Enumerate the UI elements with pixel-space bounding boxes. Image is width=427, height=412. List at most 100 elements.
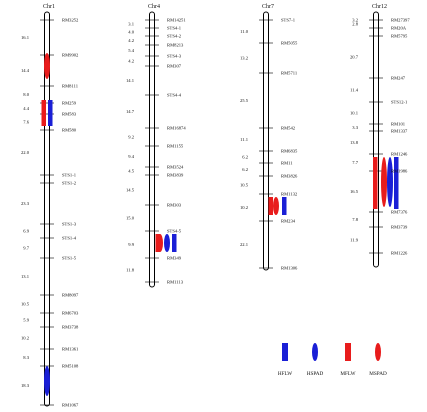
marker-label: RM1155 bbox=[167, 144, 184, 149]
qtl-bar-hflw bbox=[282, 197, 287, 215]
marker-label: RM6835 bbox=[281, 149, 298, 154]
qtl-bar-mflw bbox=[41, 100, 46, 126]
qtl-ellipse-mspad bbox=[44, 53, 50, 79]
legend bbox=[282, 343, 381, 361]
interval-distance: 23.3 bbox=[21, 201, 30, 206]
marker-label: RM303 bbox=[167, 203, 182, 208]
qtl-ellipse-mspad bbox=[273, 197, 279, 215]
marker-label: STS1-1 bbox=[62, 173, 77, 178]
marker-label: RM14251 bbox=[167, 18, 186, 23]
marker-label: RM3839 bbox=[167, 173, 184, 178]
marker-label: RM3738 bbox=[62, 325, 79, 330]
chromosome-chr7 bbox=[259, 11, 287, 271]
marker-label: STS4-1 bbox=[167, 26, 182, 31]
interval-distance: 11.9 bbox=[350, 238, 359, 243]
interval-distance: 14.5 bbox=[126, 188, 135, 193]
marker-label: RM247 bbox=[391, 76, 406, 81]
marker-label: RM1246 bbox=[391, 152, 408, 157]
chromosome-chr12 bbox=[369, 11, 399, 268]
interval-distance: 4.2 bbox=[128, 59, 134, 64]
chromosome-title: Chr4 bbox=[148, 4, 160, 10]
marker-label: RM5711 bbox=[281, 71, 298, 76]
marker-label: RM8111 bbox=[62, 84, 79, 89]
interval-distance: 13.2 bbox=[240, 56, 249, 61]
interval-distance: 10.2 bbox=[240, 205, 249, 210]
interval-distance: 8.3 bbox=[23, 355, 29, 360]
interval-distance: 4.2 bbox=[128, 38, 134, 43]
interval-distance: 4.5 bbox=[128, 169, 134, 174]
qtl-ellipse-mspad bbox=[381, 157, 387, 207]
interval-distance: 14.4 bbox=[21, 68, 30, 73]
marker-label: RM349 bbox=[167, 256, 182, 261]
marker-label: RM5795 bbox=[391, 34, 408, 39]
interval-distance: 7.8 bbox=[352, 217, 358, 222]
qtl-ellipse-hspad bbox=[164, 234, 170, 252]
chromosome-chr4 bbox=[145, 11, 177, 288]
interval-distance: 11.1 bbox=[240, 137, 249, 142]
interval-distance: 14.1 bbox=[126, 78, 135, 83]
marker-label: RM307 bbox=[167, 64, 182, 69]
marker-label: RM8213 bbox=[167, 43, 184, 48]
interval-distance: 7.6 bbox=[23, 120, 29, 125]
interval-distance: 10.5 bbox=[240, 183, 249, 188]
interval-distance: 22.0 bbox=[21, 150, 30, 155]
legend-swatch-hspad bbox=[312, 343, 318, 361]
interval-distance: 9.2 bbox=[128, 135, 134, 140]
interval-distance: 5.9 bbox=[23, 318, 29, 323]
legend-label-hflw: HFLW bbox=[278, 371, 292, 377]
marker-label: RM580 bbox=[62, 128, 77, 133]
interval-distance: 6.2 bbox=[242, 167, 248, 172]
interval-distance: 14.7 bbox=[126, 109, 135, 114]
interval-distance: 11.8 bbox=[126, 268, 135, 273]
marker-label: RM101 bbox=[391, 122, 406, 127]
marker-label: STS7-1 bbox=[281, 18, 296, 23]
marker-label: RM1306 bbox=[281, 266, 298, 271]
interval-distance: 11.4 bbox=[350, 88, 359, 93]
interval-distance: 10.1 bbox=[350, 111, 359, 116]
chromosome-bar bbox=[373, 11, 379, 268]
interval-distance: 5.4 bbox=[128, 48, 134, 53]
marker-label: RM20A bbox=[391, 26, 407, 31]
marker-label: RM259 bbox=[62, 101, 77, 106]
legend-label-mflw: MFLW bbox=[340, 371, 355, 377]
interval-distance: 8.0 bbox=[23, 92, 29, 97]
interval-distance: 9.4 bbox=[128, 154, 134, 159]
marker-label: STS1-3 bbox=[62, 222, 77, 227]
interval-distance: 18.3 bbox=[21, 383, 30, 388]
interval-distance: 3.3 bbox=[352, 125, 358, 130]
marker-label: RM542 bbox=[281, 126, 296, 131]
marker-label: RM3739 bbox=[391, 225, 408, 230]
legend-swatch-mspad bbox=[375, 343, 381, 361]
qtl-bar-mflw bbox=[373, 157, 378, 209]
interval-distance: 22.1 bbox=[240, 242, 249, 247]
marker-label: RM1986 bbox=[391, 169, 408, 174]
chromosome-bar bbox=[263, 11, 269, 271]
interval-distance: 13.8 bbox=[350, 140, 359, 145]
marker-label: RM6703 bbox=[62, 311, 79, 316]
legend-label-hspad: HSPAD bbox=[307, 371, 324, 377]
marker-label: RM1067 bbox=[62, 403, 79, 408]
marker-label: STS1-5 bbox=[62, 256, 77, 261]
interval-distance: 3.1 bbox=[128, 22, 134, 27]
marker-label: RM1132 bbox=[281, 192, 298, 197]
marker-label: RM3826 bbox=[281, 174, 298, 179]
marker-label: RM27397 bbox=[391, 18, 410, 23]
interval-distance: 3.2 bbox=[352, 18, 358, 23]
interval-distance: 6.2 bbox=[242, 155, 248, 160]
interval-distance: 6.9 bbox=[23, 229, 29, 234]
chromosome-chr1 bbox=[40, 11, 54, 407]
marker-label: RM583 bbox=[62, 112, 77, 117]
marker-label: RM7376 bbox=[391, 210, 408, 215]
chromosome-bar bbox=[149, 11, 155, 288]
interval-distance: 9.9 bbox=[128, 242, 134, 247]
marker-label: RM234 bbox=[281, 219, 296, 224]
interval-distance: 10.5 bbox=[21, 302, 30, 307]
legend-label-mspad: MSPAD bbox=[369, 371, 387, 377]
interval-distance: 13.1 bbox=[21, 274, 30, 279]
marker-label: RM1226 bbox=[391, 251, 408, 256]
marker-label: RM5055 bbox=[281, 41, 298, 46]
interval-distance: 16.1 bbox=[21, 35, 30, 40]
qtl-bar-hflw bbox=[394, 157, 399, 209]
interval-distance: 16.5 bbox=[350, 189, 359, 194]
interval-distance: 10.2 bbox=[21, 336, 30, 341]
